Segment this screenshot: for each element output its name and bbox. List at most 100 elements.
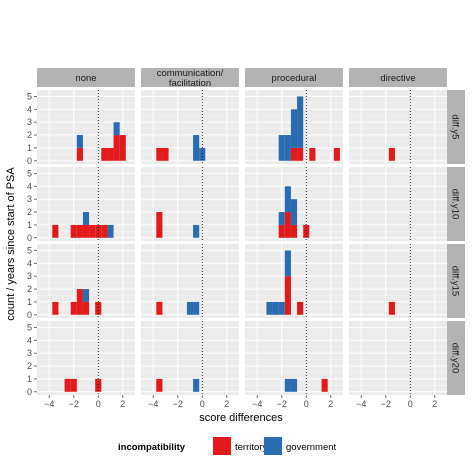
territory-bar bbox=[333, 147, 340, 161]
y-axis-title: count / years since start of PSA bbox=[5, 167, 17, 321]
column-strip-label: procedural bbox=[272, 73, 317, 84]
y-tick-label: 1 bbox=[27, 220, 32, 230]
territory-bar bbox=[119, 135, 126, 161]
y-tick-label: 4 bbox=[27, 181, 32, 191]
government-bar bbox=[193, 301, 200, 315]
territory-bar bbox=[95, 301, 102, 315]
column-strip-3 bbox=[349, 68, 447, 87]
territory-bar bbox=[101, 147, 108, 161]
panel-background bbox=[349, 244, 447, 318]
y-tick-label: 0 bbox=[27, 310, 32, 320]
facet-panel-r2-c3 bbox=[349, 244, 447, 318]
y-tick-label: 3 bbox=[27, 348, 32, 358]
panel-background bbox=[141, 90, 239, 164]
panel-background bbox=[141, 321, 239, 395]
territory-bar bbox=[64, 378, 71, 392]
facet-panel-r3-c0: 0 1 2 3 4 5 −4 −2 0 2 bbox=[27, 321, 135, 409]
column-strip-2 bbox=[245, 68, 343, 87]
territory-bar bbox=[52, 224, 59, 238]
government-bar bbox=[266, 301, 273, 315]
territory-bar bbox=[297, 301, 304, 315]
y-tick-label: 4 bbox=[27, 258, 32, 268]
y-tick-label: 3 bbox=[27, 117, 32, 127]
x-tick-label: −4 bbox=[356, 399, 366, 409]
government-bar bbox=[107, 224, 114, 238]
government-bar bbox=[186, 301, 194, 315]
facet-panel-r0-c0: 0 1 2 3 4 5 bbox=[27, 90, 135, 166]
government-bar bbox=[290, 199, 298, 225]
facet-panel-r3-c2: −4 −2 0 2 bbox=[245, 321, 343, 409]
panel-background bbox=[141, 167, 239, 241]
column-strip-label: directive bbox=[380, 73, 415, 84]
x-tick-label: 2 bbox=[432, 399, 437, 409]
territory-bar bbox=[76, 224, 83, 238]
territory-bar bbox=[321, 378, 328, 392]
y-tick-label: 0 bbox=[27, 387, 32, 397]
row-strip-label: diff.y15 bbox=[449, 266, 460, 296]
facet-panel-r1-c1 bbox=[141, 167, 239, 241]
territory-bar bbox=[82, 301, 90, 315]
x-tick-label: 0 bbox=[304, 399, 309, 409]
y-tick-label: 5 bbox=[27, 245, 32, 255]
legend-label-territory: territory bbox=[235, 442, 267, 453]
facet-panel-r1-c3 bbox=[349, 167, 447, 241]
y-tick-label: 1 bbox=[27, 143, 32, 153]
panel-background bbox=[245, 244, 343, 318]
government-bar bbox=[199, 147, 206, 161]
territory-bar bbox=[290, 224, 298, 238]
territory-bar bbox=[113, 135, 120, 161]
x-tick-label: −4 bbox=[44, 399, 54, 409]
legend-label-government: government bbox=[286, 442, 337, 453]
y-tick-label: 2 bbox=[27, 207, 32, 217]
x-tick-label: 0 bbox=[96, 399, 101, 409]
legend-title: incompatibility bbox=[118, 442, 186, 453]
facet-panel-r3-c3: −4 −2 0 2 bbox=[349, 321, 447, 409]
government-bar bbox=[193, 135, 200, 161]
territory-bar bbox=[52, 301, 59, 315]
panel-background bbox=[349, 167, 447, 241]
territory-bar bbox=[156, 212, 163, 238]
territory-bar bbox=[107, 147, 114, 161]
government-bar bbox=[284, 135, 291, 161]
government-bar bbox=[284, 186, 291, 213]
government-bar bbox=[278, 301, 285, 315]
government-bar bbox=[113, 122, 120, 136]
territory-bar bbox=[89, 224, 96, 238]
legend: incompatibility territory government bbox=[118, 437, 337, 455]
government-bar bbox=[290, 109, 298, 148]
row-strip-label: diff.y5 bbox=[449, 114, 460, 139]
facet-panel-r2-c0: 0 1 2 3 4 5 bbox=[27, 244, 135, 320]
territory-bar bbox=[284, 212, 291, 238]
territory-bar bbox=[297, 147, 304, 161]
y-tick-label: 2 bbox=[27, 361, 32, 371]
y-tick-label: 0 bbox=[27, 233, 32, 243]
territory-bar bbox=[303, 224, 310, 238]
facet-panel-r0-c3 bbox=[349, 90, 447, 164]
y-tick-label: 0 bbox=[27, 156, 32, 166]
x-tick-label: −2 bbox=[277, 399, 287, 409]
x-tick-label: −2 bbox=[69, 399, 79, 409]
column-strip-label: communication/ bbox=[157, 68, 224, 79]
territory-bar bbox=[156, 301, 163, 315]
facet-panel-r3-c1: −4 −2 0 2 bbox=[141, 321, 239, 409]
y-tick-label: 2 bbox=[27, 284, 32, 294]
territory-bar bbox=[70, 378, 77, 392]
government-bar bbox=[278, 135, 285, 161]
territory-bar bbox=[70, 301, 77, 315]
government-bar bbox=[82, 212, 90, 225]
x-tick-label: 2 bbox=[120, 399, 125, 409]
x-tick-label: −2 bbox=[381, 399, 391, 409]
y-tick-label: 1 bbox=[27, 297, 32, 307]
territory-bar bbox=[95, 224, 102, 238]
territory-bar bbox=[162, 147, 169, 161]
territory-bar bbox=[95, 378, 102, 392]
territory-bar bbox=[70, 224, 77, 238]
x-tick-label: −4 bbox=[252, 399, 262, 409]
government-bar bbox=[82, 289, 90, 302]
territory-bar bbox=[388, 147, 395, 161]
x-tick-label: 0 bbox=[200, 399, 205, 409]
column-strip-1 bbox=[141, 68, 239, 87]
y-tick-label: 4 bbox=[27, 104, 32, 114]
